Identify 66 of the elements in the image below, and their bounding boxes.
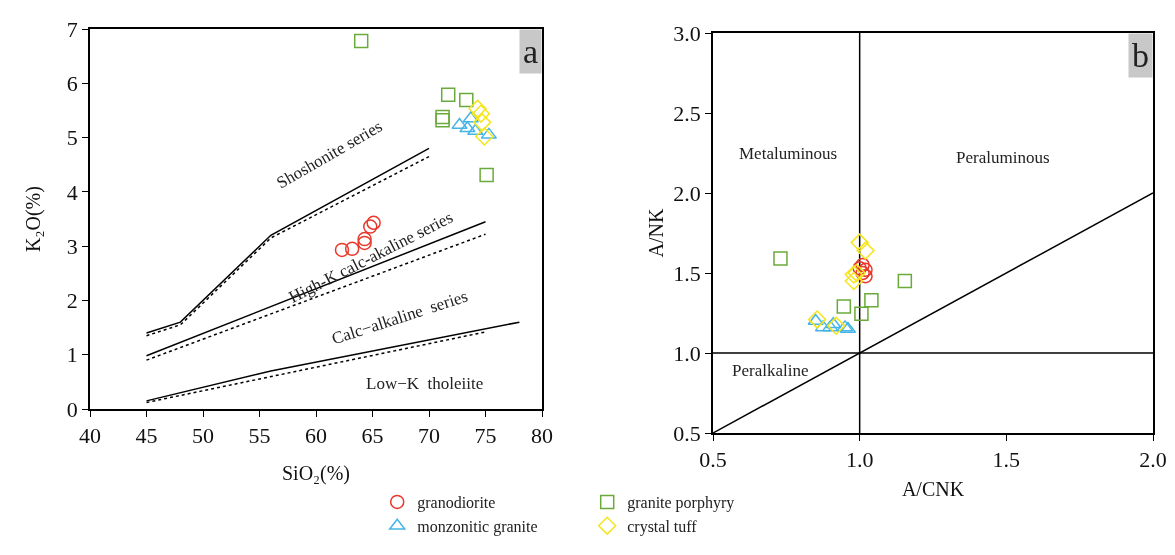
annotation: Metaluminous bbox=[739, 144, 838, 163]
y-tick-label: 6 bbox=[66, 70, 78, 96]
point bbox=[897, 273, 913, 289]
x-tick-label: 2.0 bbox=[1139, 447, 1167, 473]
y-tick-label: 5 bbox=[66, 125, 78, 151]
x-tick-label: 50 bbox=[192, 423, 214, 449]
point bbox=[479, 167, 494, 183]
legend-label: granite porphyry bbox=[627, 494, 735, 513]
point bbox=[366, 215, 381, 231]
y-tick-label: 0 bbox=[66, 396, 78, 422]
y-tick-label: 1 bbox=[66, 342, 78, 368]
legend-label: granodiorite bbox=[417, 494, 496, 513]
x-tick-label: 70 bbox=[418, 423, 440, 449]
point bbox=[475, 127, 494, 146]
annotation: b bbox=[1132, 37, 1149, 74]
y-tick-label: 3 bbox=[66, 233, 78, 259]
x-tick-label: 1.0 bbox=[845, 447, 874, 473]
x-tick-label: 0.5 bbox=[699, 447, 727, 473]
x-tick-label: 60 bbox=[305, 423, 327, 449]
y-tick-label: 4 bbox=[66, 179, 78, 205]
point bbox=[451, 117, 468, 130]
point bbox=[807, 313, 824, 325]
x-tick-label: 40 bbox=[79, 423, 101, 449]
annotation: Peraluminous bbox=[956, 148, 1050, 167]
y-tick-label: 2.5 bbox=[673, 100, 701, 126]
point bbox=[459, 92, 474, 108]
point bbox=[827, 316, 846, 335]
y-tick-label: 1.0 bbox=[673, 340, 701, 366]
point bbox=[856, 241, 875, 260]
point bbox=[468, 99, 487, 118]
x-tick-label: 45 bbox=[135, 423, 158, 449]
x-tick-label: 55 bbox=[248, 423, 271, 449]
point bbox=[836, 299, 852, 314]
y-tick-label: 2 bbox=[66, 288, 78, 314]
annotation: a bbox=[523, 33, 539, 70]
y-tick-label: 3.0 bbox=[673, 20, 701, 46]
point bbox=[844, 271, 863, 291]
x-tick-label: 65 bbox=[361, 423, 384, 449]
x-tick-label: 80 bbox=[531, 423, 553, 449]
point bbox=[467, 123, 484, 136]
point bbox=[773, 251, 788, 266]
y-axis-title: K₂O(%) bbox=[21, 186, 45, 252]
x-axis-title: A/CNK bbox=[901, 478, 965, 500]
point bbox=[440, 87, 456, 102]
x-tick-label: 1.5 bbox=[992, 447, 1021, 473]
point bbox=[807, 310, 827, 329]
x-tick-label: 75 bbox=[474, 423, 497, 449]
point bbox=[850, 233, 869, 252]
legend-label: monzonitic granite bbox=[417, 517, 538, 536]
point bbox=[864, 292, 879, 308]
annotation: Peralkaline bbox=[732, 361, 809, 380]
point bbox=[822, 320, 839, 332]
point bbox=[363, 219, 378, 234]
point bbox=[459, 121, 476, 133]
y-axis-title: A/NK bbox=[644, 208, 667, 258]
point bbox=[471, 104, 491, 123]
point bbox=[353, 33, 369, 49]
x-axis-title: SiO₂(%) bbox=[281, 461, 351, 485]
y-tick-label: 2.0 bbox=[673, 180, 701, 206]
legend-label: crystal tuff bbox=[627, 517, 698, 536]
annotation: Low−K tholeiite bbox=[366, 374, 484, 393]
point bbox=[472, 113, 492, 132]
y-tick-label: 1.5 bbox=[673, 260, 701, 286]
y-tick-label: 7 bbox=[66, 16, 78, 42]
point bbox=[854, 306, 869, 322]
point bbox=[825, 316, 842, 329]
